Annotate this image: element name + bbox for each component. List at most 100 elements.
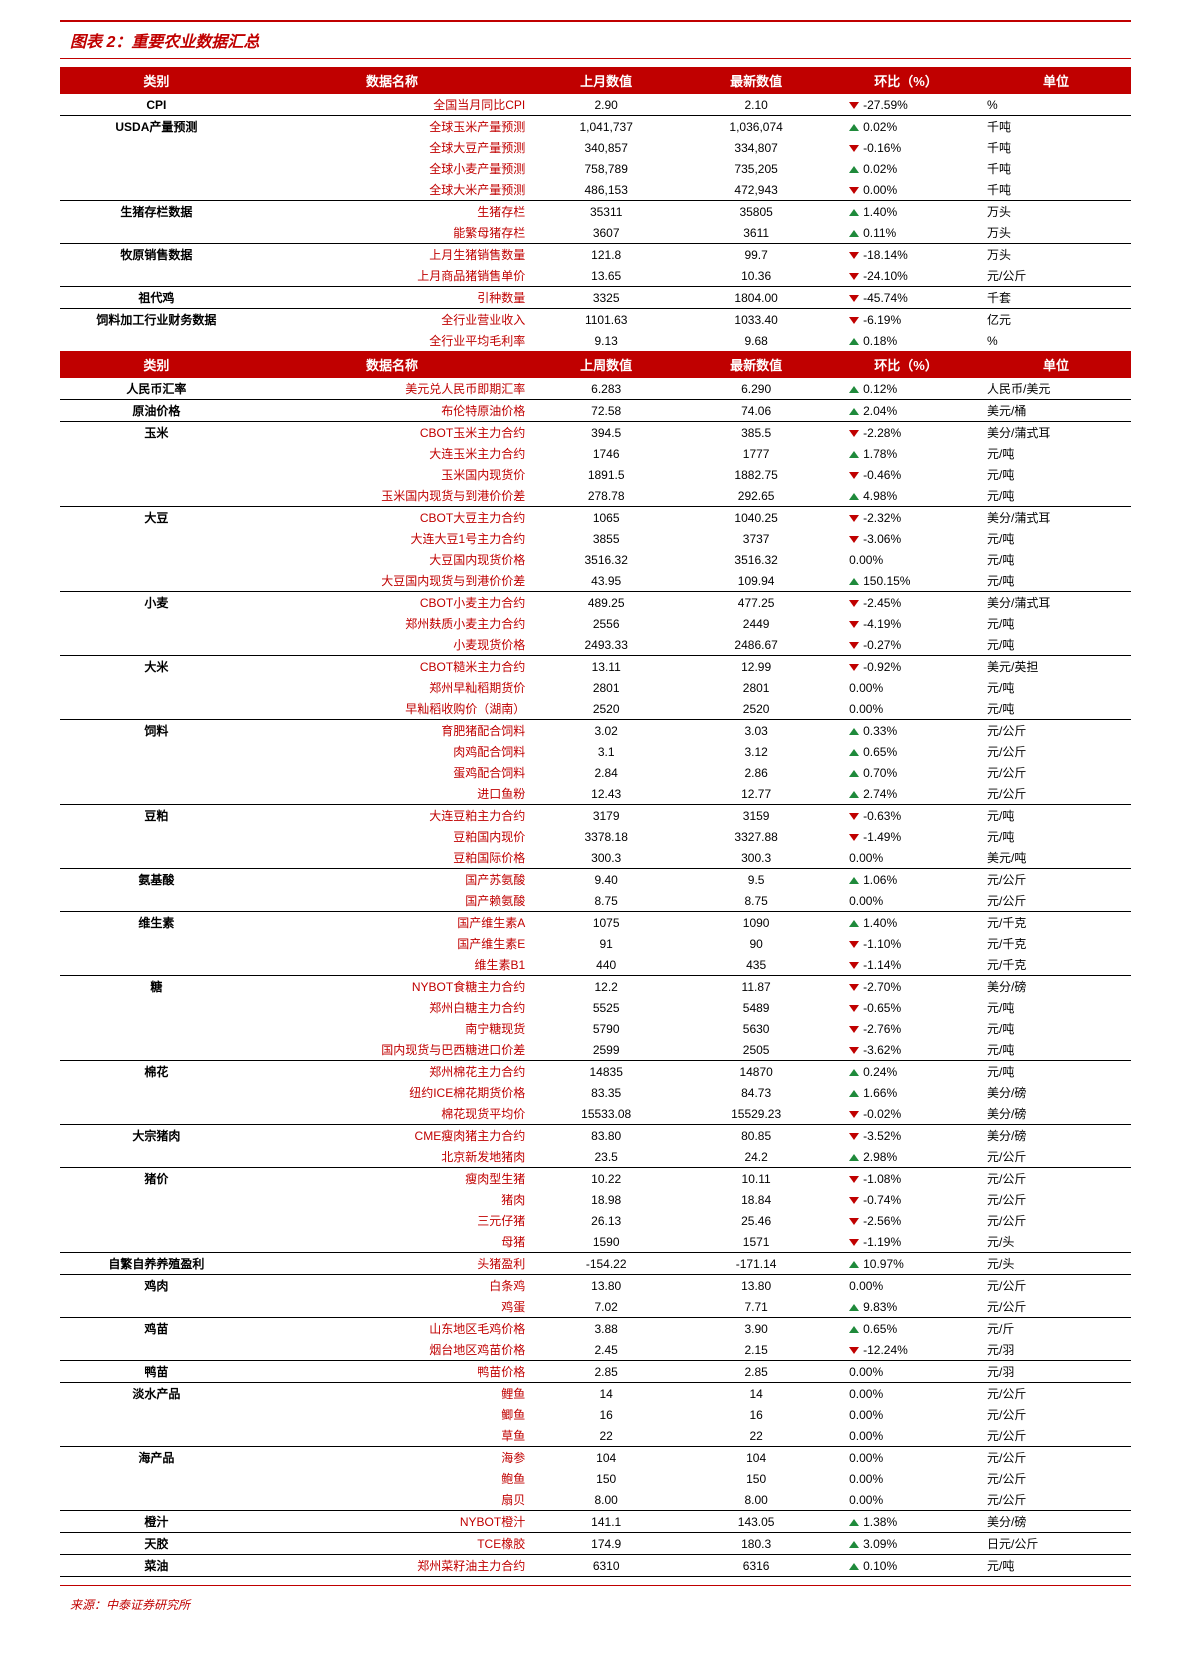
cell-unit: 元/公斤 [981,890,1131,912]
cell-unit: 美分/磅 [981,1103,1131,1125]
arrow-down-icon [849,252,859,259]
cell-prev-value: 12.2 [531,976,681,998]
cell-unit: 元/斤 [981,1318,1131,1340]
cell-category: 猪价 [60,1168,253,1190]
cell-change: 3.09% [831,1533,981,1555]
cell-new-value: 300.3 [681,847,831,869]
hdr-change: 环比（%） [831,351,981,378]
table-row: 天胶TCE橡胶174.9180.33.09%日元/公斤 [60,1533,1131,1555]
cell-unit: 美分/磅 [981,1082,1131,1103]
table-row: 豆粕大连豆粕主力合约31793159-0.63%元/吨 [60,805,1131,827]
cell-new-value: 35805 [681,201,831,223]
cell-new-value: 2.85 [681,1361,831,1383]
cell-change: 0.10% [831,1555,981,1577]
cell-unit: 美分/蒲式耳 [981,592,1131,614]
cell-prev-value: 3607 [531,222,681,244]
cell-new-value: 10.11 [681,1168,831,1190]
arrow-up-icon [849,920,859,927]
cell-new-value: 1571 [681,1231,831,1253]
cell-unit: 美分/磅 [981,976,1131,998]
cell-unit: 元/公斤 [981,720,1131,742]
cell-category [60,677,253,698]
cell-dataname: 玉米国内现货与到港价价差 [253,485,531,507]
cell-dataname: 海参 [253,1447,531,1469]
cell-change: 1.66% [831,1082,981,1103]
cell-unit: 元/吨 [981,997,1131,1018]
cell-new-value: 90 [681,933,831,954]
cell-change: 9.83% [831,1296,981,1318]
cell-category [60,443,253,464]
table-row: 豆粕国际价格300.3300.30.00%美元/吨 [60,847,1131,869]
cell-dataname: CBOT糙米主力合约 [253,656,531,678]
cell-new-value: 10.36 [681,265,831,287]
cell-dataname: 小麦现货价格 [253,634,531,656]
table-row: 北京新发地猪肉23.524.22.98%元/公斤 [60,1146,1131,1168]
cell-new-value: 109.94 [681,570,831,592]
change-value: 0.00% [849,702,883,716]
cell-change: 10.97% [831,1253,981,1275]
change-value: 1.78% [863,447,897,461]
cell-unit: 元/吨 [981,1018,1131,1039]
arrow-down-icon [849,102,859,109]
cell-prev-value: 3325 [531,287,681,309]
change-value: 1.40% [863,205,897,219]
table-row: 三元仔猪26.1325.46-2.56%元/公斤 [60,1210,1131,1231]
cell-dataname: 白条鸡 [253,1275,531,1297]
cell-prev-value: 2.90 [531,94,681,116]
cell-prev-value: 83.35 [531,1082,681,1103]
cell-new-value: 12.99 [681,656,831,678]
cell-dataname: 肉鸡配合饲料 [253,741,531,762]
cell-prev-value: 300.3 [531,847,681,869]
change-value: 0.00% [849,1451,883,1465]
cell-dataname: 上月生猪销售数量 [253,244,531,266]
change-value: -2.76% [863,1022,901,1036]
cell-category [60,1425,253,1447]
cell-prev-value: 1065 [531,507,681,529]
table-row: 氨基酸国产苏氨酸9.409.51.06%元/公斤 [60,869,1131,891]
cell-unit: 美分/蒲式耳 [981,507,1131,529]
cell-unit: 亿元 [981,309,1131,331]
change-value: 2.74% [863,787,897,801]
cell-category [60,933,253,954]
table-row: USDA产量预测全球玉米产量预测1,041,7371,036,0740.02%千… [60,116,1131,138]
cell-prev-value: 394.5 [531,422,681,444]
source-text: 来源：中泰证券研究所 [60,1585,1131,1613]
cell-new-value: 24.2 [681,1146,831,1168]
change-value: -3.62% [863,1043,901,1057]
cell-dataname: CBOT玉米主力合约 [253,422,531,444]
table-row: 橙汁NYBOT橙汁141.1143.051.38%美分/磅 [60,1511,1131,1533]
cell-category [60,570,253,592]
cell-unit: 元/吨 [981,1039,1131,1061]
cell-change: 0.65% [831,1318,981,1340]
cell-unit: 元/公斤 [981,741,1131,762]
table-row: 上月商品猪销售单价13.6510.36-24.10%元/公斤 [60,265,1131,287]
change-value: -3.06% [863,532,901,546]
cell-prev-value: 3.02 [531,720,681,742]
cell-unit: 元/头 [981,1253,1131,1275]
cell-category [60,783,253,805]
cell-new-value: 150 [681,1468,831,1489]
cell-unit: 元/公斤 [981,1168,1131,1190]
cell-dataname: 大连玉米主力合约 [253,443,531,464]
change-value: 1.38% [863,1515,897,1529]
cell-prev-value: 35311 [531,201,681,223]
cell-unit: 元/公斤 [981,762,1131,783]
cell-unit: 元/吨 [981,464,1131,485]
cell-change: -18.14% [831,244,981,266]
cell-category: 鸡苗 [60,1318,253,1340]
table-row: 猪价瘦肉型生猪10.2210.11-1.08%元/公斤 [60,1168,1131,1190]
cell-new-value: 3159 [681,805,831,827]
cell-new-value: 3.12 [681,741,831,762]
cell-prev-value: 72.58 [531,400,681,422]
cell-category [60,1039,253,1061]
cell-change: -4.19% [831,613,981,634]
cell-change: 0.18% [831,330,981,351]
cell-category [60,1146,253,1168]
change-value: 0.00% [849,1365,883,1379]
change-value: 0.00% [849,681,883,695]
cell-new-value: 435 [681,954,831,976]
cell-category: 大豆 [60,507,253,529]
cell-change: -2.45% [831,592,981,614]
cell-dataname: 国产赖氨酸 [253,890,531,912]
cell-new-value: 3611 [681,222,831,244]
